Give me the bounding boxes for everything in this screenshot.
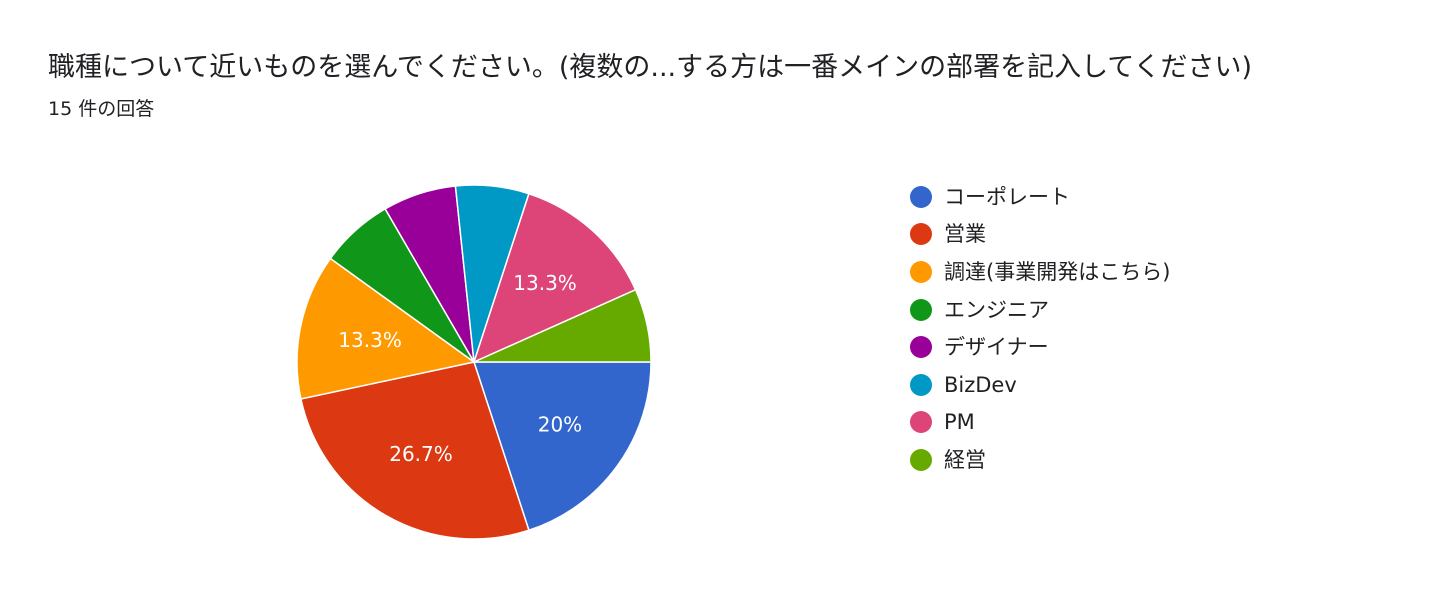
legend-item: BizDev (910, 366, 1170, 404)
legend-label: 調達(事業開発はこちら) (944, 259, 1171, 284)
legend-swatch (910, 411, 932, 434)
legend-label: デザイナー (944, 335, 1049, 360)
legend-swatch (910, 373, 932, 396)
slice-percent-label: 13.3% (338, 328, 402, 352)
legend-label: PM (944, 410, 975, 435)
slice-percent-label: 26.7% (389, 442, 453, 466)
legend-swatch (910, 185, 932, 208)
legend-label: 経営 (944, 447, 986, 472)
legend-item: エンジニア (910, 291, 1170, 329)
legend-swatch (910, 298, 932, 321)
legend-item: 経営 (910, 441, 1170, 479)
response-count: 15 件の回答 (48, 98, 155, 120)
legend-item: デザイナー (910, 328, 1170, 366)
legend-item: 調達(事業開発はこちら) (910, 253, 1170, 291)
legend-label: エンジニア (944, 297, 1049, 322)
pie-slice (296, 257, 476, 400)
chart-title: 職種について近いものを選んでください。(複数の...する方は一番メインの部署を記… (48, 52, 1253, 83)
pie-slice (472, 361, 652, 532)
slice-percent-label: 13.3% (513, 271, 577, 295)
legend-swatch (910, 260, 932, 283)
legend-item: コーポレート (910, 178, 1170, 216)
pie-slice (472, 192, 637, 364)
legend-swatch (910, 448, 932, 471)
legend-item: PM (910, 404, 1170, 442)
legend-label: 営業 (944, 222, 986, 247)
pie-slice (300, 361, 530, 540)
legend-label: コーポレート (944, 184, 1070, 209)
chart-legend: コーポレート 営業調達(事業開発はこちら) エンジニアデザイナー BizDev PM 経営 (910, 178, 1170, 479)
pie-slice (473, 288, 652, 363)
legend-item: 営業 (910, 216, 1170, 254)
legend-swatch (910, 223, 932, 246)
legend-label: BizDev (944, 372, 1017, 397)
legend-swatch (910, 336, 932, 359)
slice-percent-label: 20% (538, 412, 582, 436)
